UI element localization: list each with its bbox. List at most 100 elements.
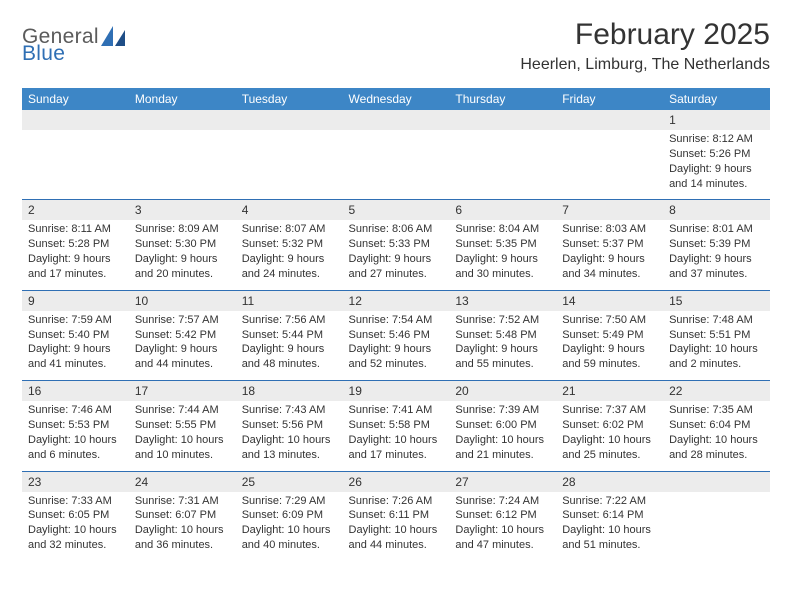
day-detail-cell: Sunrise: 8:01 AMSunset: 5:39 PMDaylight:… <box>663 220 770 290</box>
day-detail-line: Sunrise: 7:41 AM <box>349 403 444 418</box>
day-detail-line: Daylight: 9 hours <box>455 342 550 357</box>
day-detail-line: Sunrise: 7:52 AM <box>455 313 550 328</box>
day-number-cell: 16 <box>22 381 129 401</box>
day-number-cell: 8 <box>663 200 770 220</box>
day-number-cell: 11 <box>236 291 343 311</box>
day-detail-line: Sunset: 5:58 PM <box>349 418 444 433</box>
day-detail-cell: Sunrise: 7:24 AMSunset: 6:12 PMDaylight:… <box>449 492 556 561</box>
day-detail-line: and 17 minutes. <box>28 267 123 282</box>
day-detail-cell: Sunrise: 7:43 AMSunset: 5:56 PMDaylight:… <box>236 401 343 471</box>
day-number-cell: 25 <box>236 472 343 492</box>
day-detail-cell: Sunrise: 7:39 AMSunset: 6:00 PMDaylight:… <box>449 401 556 471</box>
day-detail-line: and 52 minutes. <box>349 357 444 372</box>
day-number-cell: 20 <box>449 381 556 401</box>
day-detail-line: and 20 minutes. <box>135 267 230 282</box>
day-detail-line: and 32 minutes. <box>28 538 123 553</box>
day-detail-line: Daylight: 10 hours <box>455 433 550 448</box>
day-detail-line: Sunrise: 7:54 AM <box>349 313 444 328</box>
day-detail-line: Sunrise: 7:24 AM <box>455 494 550 509</box>
dayname-fri: Friday <box>556 88 663 110</box>
day-detail-cell <box>663 492 770 561</box>
day-detail-line: Sunset: 5:55 PM <box>135 418 230 433</box>
day-detail-cell: Sunrise: 7:59 AMSunset: 5:40 PMDaylight:… <box>22 311 129 381</box>
day-number-cell: 21 <box>556 381 663 401</box>
day-detail-cell: Sunrise: 8:07 AMSunset: 5:32 PMDaylight:… <box>236 220 343 290</box>
day-detail-line: Daylight: 9 hours <box>349 252 444 267</box>
day-number-row: 16171819202122 <box>22 381 770 401</box>
day-detail-row: Sunrise: 7:59 AMSunset: 5:40 PM Daylight:… <box>22 311 770 381</box>
day-number-cell: 9 <box>22 291 129 311</box>
day-detail-cell: Sunrise: 7:22 AMSunset: 6:14 PMDaylight:… <box>556 492 663 561</box>
day-detail-line: Sunset: 5:26 PM <box>669 147 764 162</box>
day-detail-line: Sunset: 5:42 PM <box>135 328 230 343</box>
day-detail-cell: Sunrise: 8:09 AMSunset: 5:30 PMDaylight:… <box>129 220 236 290</box>
day-detail-line: Sunset: 5:30 PM <box>135 237 230 252</box>
day-detail-line: Sunrise: 7:48 AM <box>669 313 764 328</box>
day-detail-cell <box>343 130 450 200</box>
day-detail-line: Sunset: 6:14 PM <box>562 508 657 523</box>
day-detail-line: Daylight: 10 hours <box>135 523 230 538</box>
day-detail-line: Sunset: 6:05 PM <box>28 508 123 523</box>
day-detail-line: Daylight: 10 hours <box>28 523 123 538</box>
day-detail-line: Daylight: 10 hours <box>242 433 337 448</box>
day-detail-line: Sunrise: 7:56 AM <box>242 313 337 328</box>
day-detail-line: Sunset: 5:33 PM <box>349 237 444 252</box>
day-detail-line: Sunset: 5:44 PM <box>242 328 337 343</box>
day-detail-line: Daylight: 9 hours <box>349 342 444 357</box>
day-number-cell: 10 <box>129 291 236 311</box>
day-detail-line: Sunset: 6:12 PM <box>455 508 550 523</box>
day-detail-line: Daylight: 10 hours <box>242 523 337 538</box>
day-number-row: 1 <box>22 110 770 130</box>
day-detail-cell: Sunrise: 8:03 AMSunset: 5:37 PMDaylight:… <box>556 220 663 290</box>
day-number-cell: 3 <box>129 200 236 220</box>
day-detail-line: Sunrise: 7:29 AM <box>242 494 337 509</box>
day-detail-line: and 48 minutes. <box>242 357 337 372</box>
day-detail-cell: Sunrise: 7:50 AMSunset: 5:49 PMDaylight:… <box>556 311 663 381</box>
day-detail-line: Sunset: 5:56 PM <box>242 418 337 433</box>
day-number-cell: 12 <box>343 291 450 311</box>
day-detail-line: and 59 minutes. <box>562 357 657 372</box>
day-detail-cell: Sunrise: 7:41 AMSunset: 5:58 PMDaylight:… <box>343 401 450 471</box>
day-detail-line: and 40 minutes. <box>242 538 337 553</box>
day-detail-line: Daylight: 10 hours <box>562 523 657 538</box>
day-number-cell: 23 <box>22 472 129 492</box>
day-number-cell <box>22 110 129 130</box>
location-subtitle: Heerlen, Limburg, The Netherlands <box>520 56 770 74</box>
day-detail-cell: Sunrise: 7:37 AMSunset: 6:02 PMDaylight:… <box>556 401 663 471</box>
day-detail-line: Sunrise: 7:22 AM <box>562 494 657 509</box>
day-detail-cell: Sunrise: 7:31 AMSunset: 6:07 PMDaylight:… <box>129 492 236 561</box>
day-detail-line: and 41 minutes. <box>28 357 123 372</box>
day-detail-line: and 27 minutes. <box>349 267 444 282</box>
day-number-cell: 18 <box>236 381 343 401</box>
dayname-sat: Saturday <box>663 88 770 110</box>
day-detail-line: and 44 minutes. <box>349 538 444 553</box>
day-detail-line: Daylight: 10 hours <box>562 433 657 448</box>
day-detail-line: and 51 minutes. <box>562 538 657 553</box>
day-detail-line: and 25 minutes. <box>562 448 657 463</box>
day-number-cell <box>663 472 770 492</box>
day-detail-line: Sunrise: 7:59 AM <box>28 313 123 328</box>
day-number-cell <box>449 110 556 130</box>
day-detail-line: Sunset: 6:11 PM <box>349 508 444 523</box>
day-detail-line: Sunset: 6:00 PM <box>455 418 550 433</box>
day-detail-line: Sunset: 5:40 PM <box>28 328 123 343</box>
day-detail-line: Sunrise: 8:09 AM <box>135 222 230 237</box>
day-detail-cell: Sunrise: 7:29 AMSunset: 6:09 PMDaylight:… <box>236 492 343 561</box>
dayname-mon: Monday <box>129 88 236 110</box>
day-number-cell: 7 <box>556 200 663 220</box>
day-detail-cell: Sunrise: 8:04 AMSunset: 5:35 PMDaylight:… <box>449 220 556 290</box>
day-detail-cell: Sunrise: 7:44 AMSunset: 5:55 PMDaylight:… <box>129 401 236 471</box>
day-detail-cell <box>449 130 556 200</box>
day-detail-line: Daylight: 9 hours <box>669 162 764 177</box>
day-detail-line: Sunrise: 8:12 AM <box>669 132 764 147</box>
day-number-cell: 6 <box>449 200 556 220</box>
day-detail-line: and 30 minutes. <box>455 267 550 282</box>
day-detail-line: Sunrise: 8:03 AM <box>562 222 657 237</box>
day-detail-line: Daylight: 9 hours <box>562 252 657 267</box>
day-detail-line: and 17 minutes. <box>349 448 444 463</box>
day-number-cell: 28 <box>556 472 663 492</box>
day-detail-line: Sunset: 5:46 PM <box>349 328 444 343</box>
day-detail-line: and 14 minutes. <box>669 177 764 192</box>
logo: General Blue <box>22 18 127 64</box>
day-detail-line: Daylight: 10 hours <box>669 433 764 448</box>
